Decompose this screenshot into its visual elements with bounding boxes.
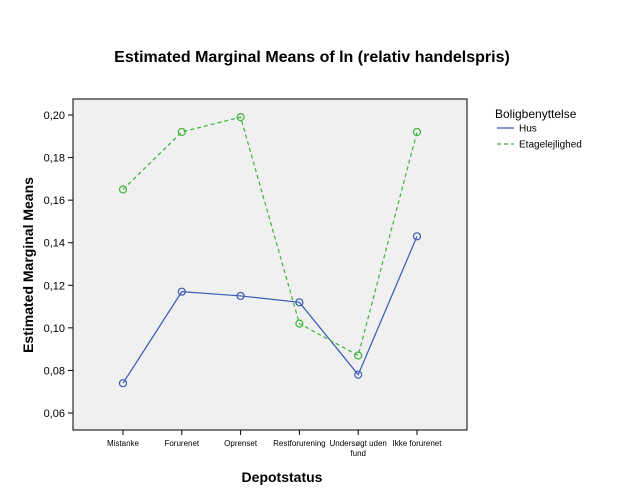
y-tick-label: 0,06 <box>44 408 65 420</box>
legend-label: Hus <box>519 124 537 135</box>
y-tick-label: 0,08 <box>44 365 65 377</box>
data-point <box>236 113 245 122</box>
y-tick-label: 0,14 <box>44 238 65 250</box>
x-tick-label: Undersøgt uden fund <box>330 439 387 458</box>
y-axis-label: Estimated Marginal Means <box>20 177 36 353</box>
data-point <box>354 370 363 379</box>
series-layer <box>118 113 422 388</box>
legend-title: Boligbenyttelse <box>495 107 577 121</box>
x-tick-label: Restforurening <box>273 439 325 448</box>
x-tick-label: Mistanke <box>107 439 140 448</box>
series-line <box>122 116 418 357</box>
plot-area <box>72 98 468 431</box>
data-point <box>118 185 128 194</box>
x-tick-label: Forurenet <box>164 439 199 448</box>
series-etagelejlighed <box>118 113 422 360</box>
x-tick-label-line: fund <box>350 449 366 458</box>
chart-title: Estimated Marginal Means of ln (relativ … <box>114 49 510 66</box>
x-tick-label-line: Forurenet <box>164 439 199 448</box>
data-point <box>412 127 422 137</box>
x-tick-label-line: Restforurening <box>273 439 325 448</box>
x-axis: Mistanke Forurenet Oprenset Restforurening U… <box>107 430 442 458</box>
data-point <box>177 127 186 137</box>
y-tick-label: 0,10 <box>44 323 65 335</box>
legend: Boligbenyttelse Hus Etagelejlighed <box>495 107 582 151</box>
x-tick-label-line: Oprenset <box>224 439 258 448</box>
x-tick-label: Oprenset <box>224 439 258 448</box>
data-point <box>412 232 422 241</box>
series-hus <box>118 232 422 388</box>
data-point <box>295 298 304 307</box>
x-tick-label-line: Mistanke <box>107 439 140 448</box>
y-tick-label: 0,12 <box>44 280 65 292</box>
y-tick-label: 0,20 <box>44 110 65 122</box>
legend-item-etagelejlighed: Etagelejlighed <box>497 140 582 151</box>
data-point <box>295 319 304 328</box>
x-axis-label: Depotstatus <box>242 469 323 485</box>
data-point <box>354 351 363 360</box>
x-tick-label-line: Undersøgt uden <box>330 439 387 448</box>
y-axis: 0,06 0,08 0,10 0,12 0,14 0,16 0,18 0,20 <box>44 110 73 420</box>
data-point <box>236 291 245 301</box>
x-tick-label: Ikke forurenet <box>393 439 443 448</box>
series-line <box>122 236 418 384</box>
x-tick-label-line: Ikke forurenet <box>393 439 443 448</box>
legend-label: Etagelejlighed <box>519 140 582 151</box>
data-point <box>118 379 128 388</box>
y-tick-label: 0,18 <box>44 153 65 165</box>
legend-item-hus: Hus <box>497 124 537 135</box>
data-point <box>177 287 186 296</box>
y-tick-label: 0,16 <box>44 195 65 207</box>
